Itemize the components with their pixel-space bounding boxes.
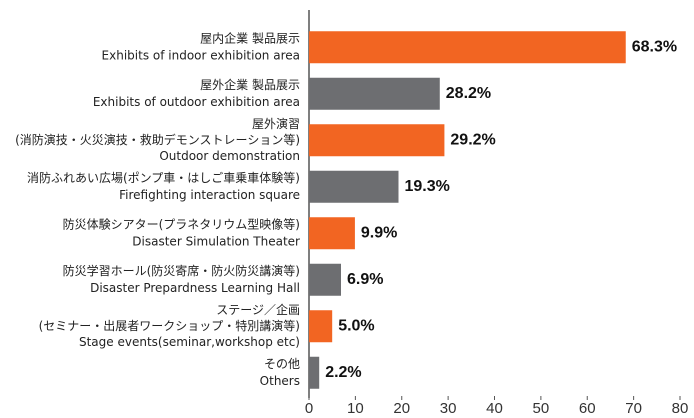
category-label: Exhibits of outdoor exhibition area (93, 95, 300, 109)
category-label: ステージ／企画 (216, 302, 300, 317)
x-tick-label: 40 (486, 400, 503, 417)
bar (309, 77, 440, 110)
x-tick-label: 70 (625, 400, 642, 417)
category-label: 屋外演習 (252, 116, 300, 131)
value-label: 2.2% (325, 364, 361, 381)
value-label: 29.2% (450, 131, 495, 148)
category-label: (セミナー・出展者ワークショップ・特別講演等) (39, 318, 300, 333)
category-label: 屋内企業 製品展示 (200, 30, 300, 45)
x-tick-label: 0 (305, 400, 313, 417)
category-label: (消防演技・火災演技・救助デモンストレーション等) (15, 132, 300, 147)
category-label: Stage events(seminar,workshop etc) (79, 335, 300, 349)
category-label: Disaster Prepardness Learning Hall (90, 281, 300, 295)
x-tick-label: 10 (347, 400, 364, 417)
category-label: Others (260, 374, 300, 388)
value-label: 19.3% (405, 178, 450, 195)
category-label: 防災体験シアター(プラネタリウム型映像等) (63, 216, 300, 231)
bar (309, 31, 626, 64)
category-label: 防災学習ホール(防災寄席・防火防災講演等) (63, 263, 300, 278)
category-label: 屋外企業 製品展示 (200, 77, 300, 92)
x-tick-label: 50 (533, 400, 550, 417)
x-tick-label: 20 (393, 400, 410, 417)
bar (309, 124, 445, 157)
x-tick-label: 30 (440, 400, 457, 417)
x-tick-label: 60 (579, 400, 596, 417)
category-label: 消防ふれあい広場(ポンプ車・はしご車乗車体験等) (27, 170, 300, 185)
category-label: Firefighting interaction square (119, 188, 300, 202)
category-label: Exhibits of indoor exhibition area (102, 48, 300, 62)
category-label: Disaster Simulation Theater (132, 234, 300, 248)
bar (309, 310, 333, 343)
bar (309, 217, 355, 250)
value-label: 6.9% (347, 271, 383, 288)
value-label: 9.9% (361, 224, 397, 241)
value-label: 68.3% (632, 38, 677, 55)
x-tick-label: 80 (672, 400, 689, 417)
category-label: Outdoor demonstration (159, 149, 300, 163)
bar (309, 170, 399, 203)
category-label: その他 (264, 357, 300, 371)
value-label: 5.0% (338, 317, 374, 334)
value-label: 28.2% (446, 85, 491, 102)
bar (309, 263, 341, 296)
bar (309, 356, 320, 389)
